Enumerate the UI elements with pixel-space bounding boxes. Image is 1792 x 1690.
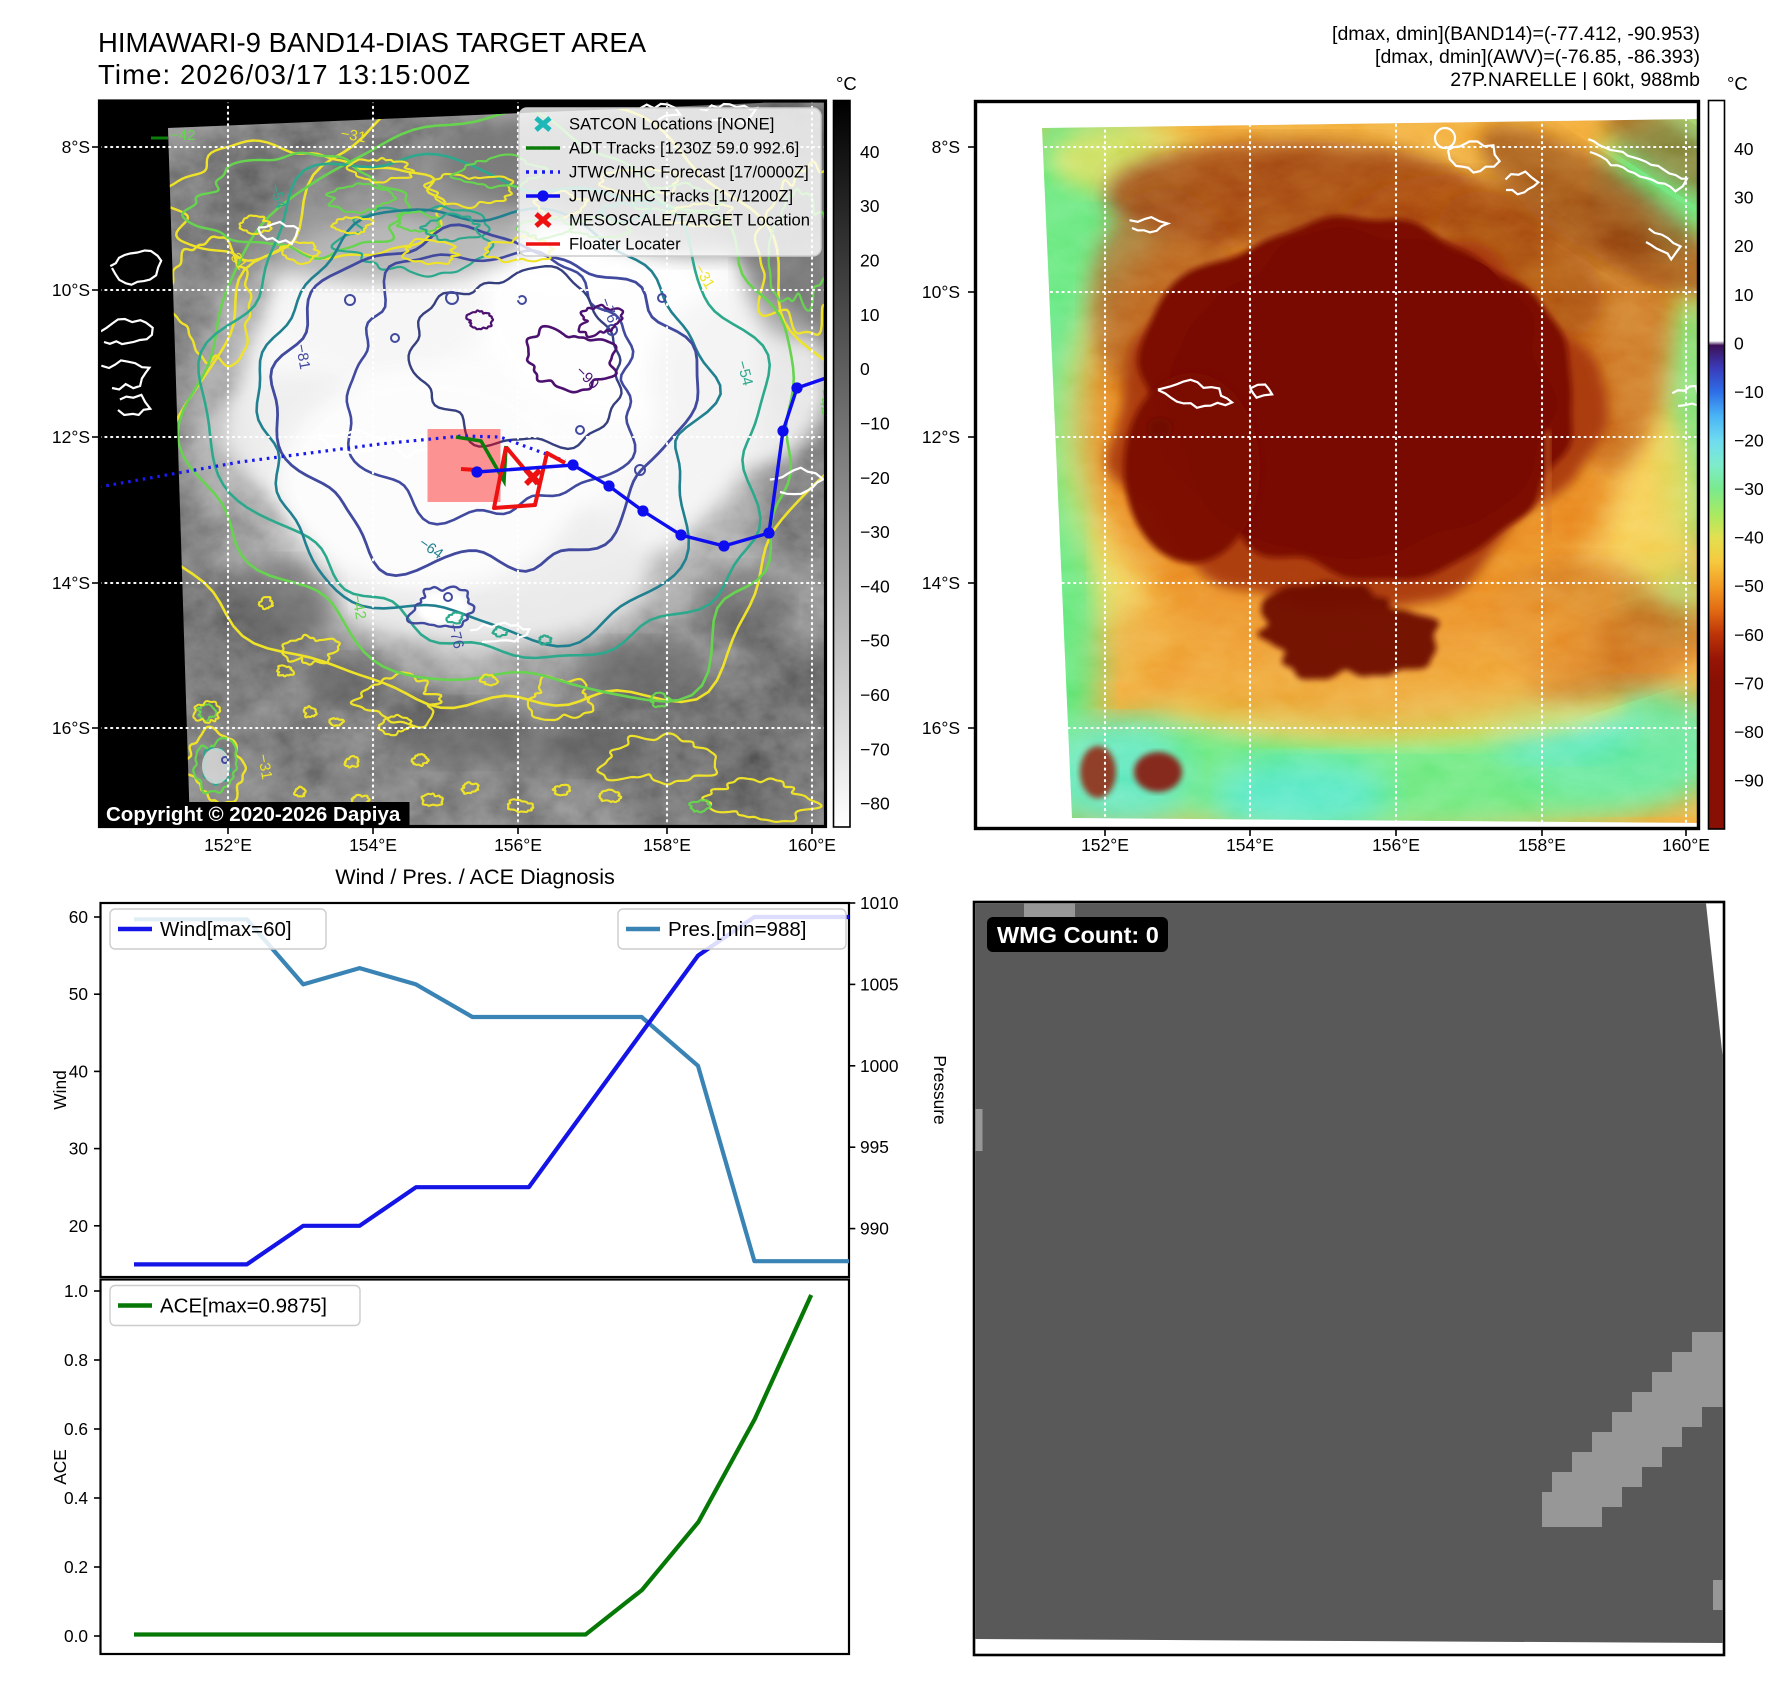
svg-text:10°S: 10°S <box>922 282 960 302</box>
svg-text:40: 40 <box>69 1061 88 1081</box>
svg-text:−40: −40 <box>1734 528 1764 548</box>
svg-text:152°E: 152°E <box>204 835 252 855</box>
svg-text:−30: −30 <box>1734 479 1764 499</box>
svg-text:30: 30 <box>860 196 880 216</box>
svg-text:40: 40 <box>860 142 880 162</box>
svg-text:Wind[max=60]: Wind[max=60] <box>160 918 292 941</box>
svg-text:ACE: ACE <box>50 1449 70 1485</box>
svg-text:20: 20 <box>860 251 880 271</box>
svg-text:154°E: 154°E <box>349 835 397 855</box>
svg-text:JTWC/NHC Tracks [17/1200Z]: JTWC/NHC Tracks [17/1200Z] <box>569 187 793 206</box>
svg-text:156°E: 156°E <box>1372 835 1420 855</box>
svg-text:−31: −31 <box>339 125 367 146</box>
svg-text:WMG Count: 0: WMG Count: 0 <box>997 922 1159 948</box>
svg-text:27P.NARELLE | 60kt, 988mb: 27P.NARELLE | 60kt, 988mb <box>1450 69 1700 91</box>
svg-text:[dmax, dmin](BAND14)=(-77.412,: [dmax, dmin](BAND14)=(-77.412, -90.953) <box>1332 23 1700 45</box>
svg-text:0.8: 0.8 <box>64 1350 88 1370</box>
svg-text:Pres.[min=988]: Pres.[min=988] <box>668 918 806 941</box>
svg-text:−10: −10 <box>1734 382 1764 402</box>
svg-text:160°E: 160°E <box>788 835 836 855</box>
svg-text:−30: −30 <box>860 522 890 542</box>
svg-text:50: 50 <box>69 984 88 1004</box>
svg-text:−10: −10 <box>860 414 890 434</box>
svg-text:Time: 2026/03/17 13:15:00Z: Time: 2026/03/17 13:15:00Z <box>98 59 471 90</box>
svg-text:8°S: 8°S <box>932 137 960 157</box>
svg-text:158°E: 158°E <box>1518 835 1566 855</box>
svg-text:60: 60 <box>69 907 88 927</box>
svg-text:JTWC/NHC Forecast [17/0000Z]: JTWC/NHC Forecast [17/0000Z] <box>569 163 809 182</box>
svg-text:ADT Tracks [1230Z 59.0 992.6]: ADT Tracks [1230Z 59.0 992.6] <box>569 139 799 158</box>
svg-text:[dmax, dmin](AWV)=(-76.85, -86: [dmax, dmin](AWV)=(-76.85, -86.393) <box>1375 46 1700 68</box>
svg-text:−42: −42 <box>814 388 835 416</box>
svg-text:0.4: 0.4 <box>64 1488 88 1508</box>
svg-text:1005: 1005 <box>860 974 898 994</box>
svg-text:14°S: 14°S <box>52 573 90 593</box>
svg-text:152°E: 152°E <box>1081 835 1129 855</box>
svg-text:−20: −20 <box>1734 431 1764 451</box>
svg-text:ACE[max=0.9875]: ACE[max=0.9875] <box>160 1295 327 1318</box>
svg-text:1010: 1010 <box>860 893 898 913</box>
svg-text:990: 990 <box>860 1219 889 1239</box>
svg-text:20: 20 <box>69 1216 88 1236</box>
svg-text:HIMAWARI-9 BAND14-DIAS TARGET: HIMAWARI-9 BAND14-DIAS TARGET AREA <box>98 27 647 58</box>
svg-text:154°E: 154°E <box>1226 835 1274 855</box>
svg-text:°C: °C <box>836 73 857 94</box>
svg-text:−54: −54 <box>733 359 756 388</box>
svg-text:Copyright © 2020-2026 Dapiya: Copyright © 2020-2026 Dapiya <box>106 803 401 826</box>
svg-text:−54: −54 <box>266 182 289 211</box>
svg-text:995: 995 <box>860 1137 889 1157</box>
svg-text:30: 30 <box>69 1139 88 1159</box>
svg-text:−40: −40 <box>860 576 890 596</box>
svg-text:−76: −76 <box>444 622 467 651</box>
svg-text:8°S: 8°S <box>62 137 90 157</box>
svg-text:12°S: 12°S <box>922 427 960 447</box>
svg-text:40: 40 <box>1734 139 1754 159</box>
svg-text:1000: 1000 <box>860 1056 898 1076</box>
svg-text:−50: −50 <box>1734 576 1764 596</box>
svg-text:−42: −42 <box>170 127 195 144</box>
svg-text:14°S: 14°S <box>922 573 960 593</box>
svg-text:10: 10 <box>860 305 880 325</box>
svg-text:Floater Locater: Floater Locater <box>569 235 681 254</box>
svg-text:−60: −60 <box>860 685 890 705</box>
svg-text:Pressure: Pressure <box>930 1055 950 1124</box>
svg-text:−60: −60 <box>1734 625 1764 645</box>
svg-text:160°E: 160°E <box>1662 835 1710 855</box>
svg-text:156°E: 156°E <box>494 835 542 855</box>
svg-text:Wind / Pres. / ACE Diagnosis: Wind / Pres. / ACE Diagnosis <box>335 864 615 889</box>
svg-text:158°E: 158°E <box>643 835 691 855</box>
svg-text:16°S: 16°S <box>922 718 960 738</box>
svg-text:Wind: Wind <box>50 1070 70 1109</box>
svg-text:0: 0 <box>860 359 870 379</box>
svg-text:0.0: 0.0 <box>64 1626 88 1646</box>
svg-text:−70: −70 <box>1734 673 1764 693</box>
svg-text:1.0: 1.0 <box>64 1281 88 1301</box>
svg-text:−50: −50 <box>860 631 890 651</box>
svg-text:SATCON Locations [NONE]: SATCON Locations [NONE] <box>569 115 774 134</box>
svg-text:12°S: 12°S <box>52 427 90 447</box>
svg-text:16°S: 16°S <box>52 718 90 738</box>
svg-text:0.6: 0.6 <box>64 1419 88 1439</box>
svg-text:−20: −20 <box>860 468 890 488</box>
svg-text:10°S: 10°S <box>52 280 90 300</box>
svg-text:30: 30 <box>1734 188 1754 208</box>
svg-text:−80: −80 <box>860 794 890 814</box>
svg-text:0.2: 0.2 <box>64 1557 88 1577</box>
svg-text:MESOSCALE/TARGET Location: MESOSCALE/TARGET Location <box>569 211 810 230</box>
svg-text:10: 10 <box>1734 285 1754 305</box>
svg-text:0: 0 <box>1734 333 1744 353</box>
svg-text:°C: °C <box>1727 73 1748 94</box>
svg-text:20: 20 <box>1734 236 1754 256</box>
svg-text:−31: −31 <box>254 753 275 781</box>
svg-text:−81: −81 <box>292 343 313 371</box>
svg-text:−90: −90 <box>1734 771 1764 791</box>
svg-text:−80: −80 <box>1734 722 1764 742</box>
svg-text:−70: −70 <box>860 739 890 759</box>
svg-text:−42: −42 <box>348 593 369 621</box>
